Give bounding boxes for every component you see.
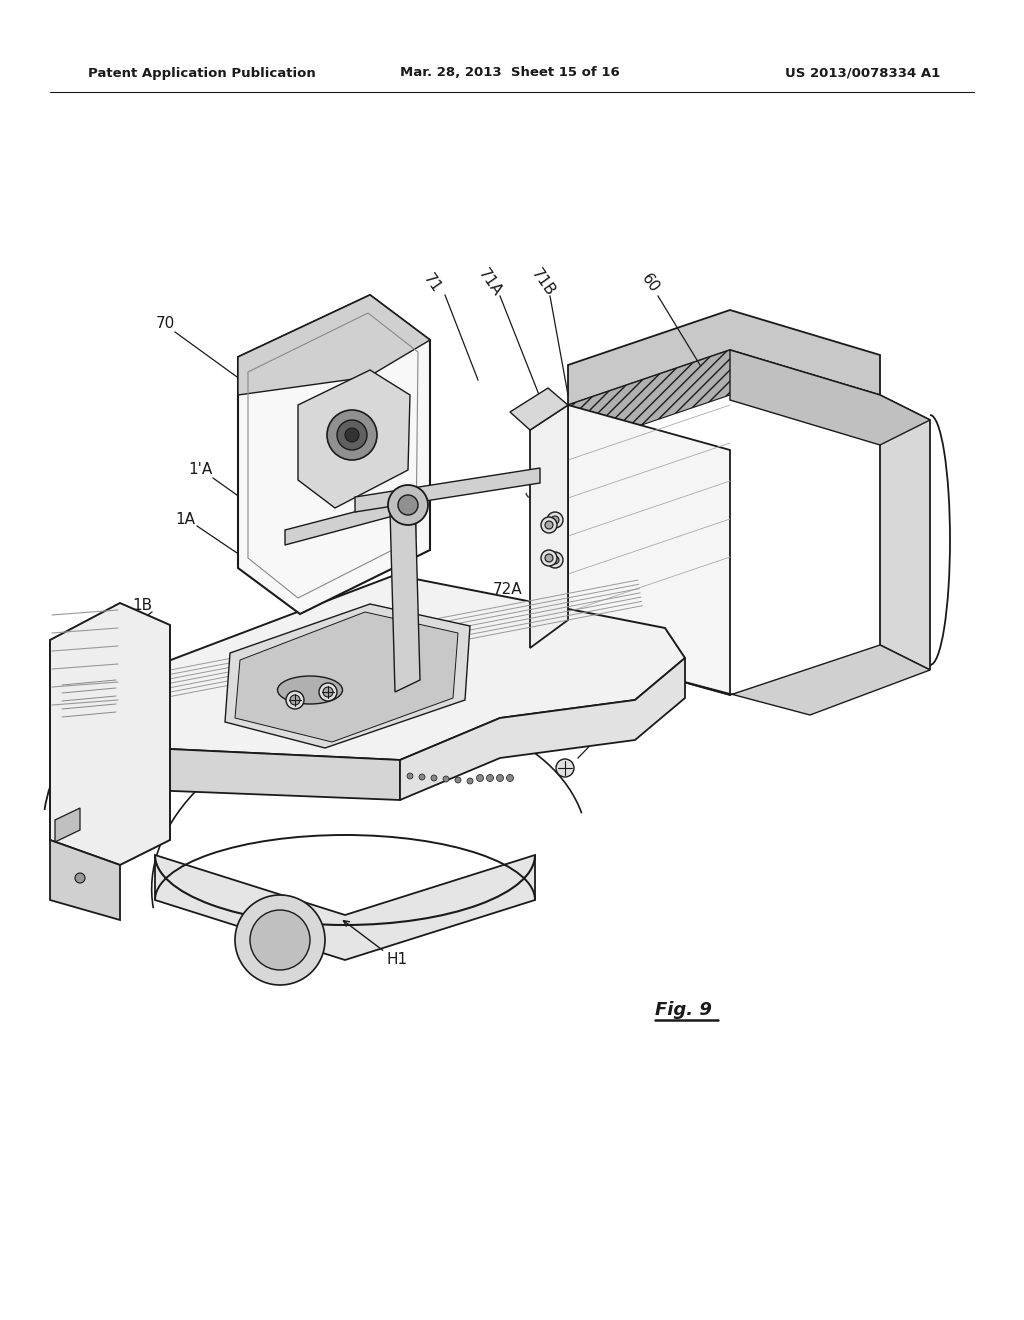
Polygon shape	[118, 576, 685, 760]
Circle shape	[337, 420, 367, 450]
Circle shape	[75, 873, 85, 883]
Text: US 2013/0078334 A1: US 2013/0078334 A1	[784, 66, 940, 79]
Circle shape	[286, 690, 304, 709]
Circle shape	[551, 516, 559, 524]
Circle shape	[250, 909, 310, 970]
Circle shape	[443, 776, 449, 781]
Circle shape	[388, 484, 428, 525]
Circle shape	[323, 686, 333, 697]
Text: 70: 70	[156, 315, 175, 330]
Circle shape	[327, 411, 377, 459]
Circle shape	[556, 759, 574, 777]
Polygon shape	[55, 808, 80, 842]
Circle shape	[398, 495, 418, 515]
Text: 72A: 72A	[494, 582, 523, 598]
Circle shape	[290, 696, 300, 705]
Polygon shape	[238, 294, 430, 395]
Circle shape	[234, 895, 325, 985]
Circle shape	[486, 775, 494, 781]
Polygon shape	[880, 395, 930, 671]
Polygon shape	[568, 645, 930, 715]
Text: Patent Application Publication: Patent Application Publication	[88, 66, 315, 79]
Text: 73: 73	[598, 656, 617, 671]
Polygon shape	[400, 657, 685, 800]
Text: 1A: 1A	[175, 512, 195, 528]
Polygon shape	[730, 350, 930, 445]
Polygon shape	[238, 294, 430, 614]
Circle shape	[455, 777, 461, 783]
Text: 74: 74	[387, 433, 407, 447]
Polygon shape	[155, 855, 535, 960]
Polygon shape	[568, 405, 730, 696]
Circle shape	[467, 777, 473, 784]
Circle shape	[545, 554, 553, 562]
Polygon shape	[225, 605, 470, 748]
Text: Mar. 28, 2013  Sheet 15 of 16: Mar. 28, 2013 Sheet 15 of 16	[400, 66, 620, 79]
Circle shape	[345, 428, 359, 442]
Circle shape	[541, 517, 557, 533]
Text: 72: 72	[490, 627, 510, 643]
Circle shape	[541, 550, 557, 566]
Text: 1'B: 1'B	[86, 847, 111, 862]
Polygon shape	[530, 405, 568, 648]
Text: 71B: 71B	[528, 267, 558, 300]
Polygon shape	[285, 498, 408, 545]
Polygon shape	[234, 612, 458, 742]
Polygon shape	[355, 469, 540, 512]
Circle shape	[497, 775, 504, 781]
Circle shape	[507, 775, 513, 781]
Text: 1B: 1B	[132, 598, 152, 612]
Polygon shape	[298, 370, 410, 508]
Text: 73: 73	[550, 685, 569, 701]
Polygon shape	[57, 719, 118, 788]
Circle shape	[547, 512, 563, 528]
Circle shape	[545, 521, 553, 529]
Polygon shape	[568, 350, 880, 450]
Text: 60: 60	[638, 271, 662, 296]
Polygon shape	[510, 388, 568, 430]
Text: H1: H1	[386, 953, 408, 968]
Text: Fig. 9: Fig. 9	[655, 1001, 712, 1019]
Circle shape	[431, 775, 437, 781]
Text: 71: 71	[420, 271, 443, 296]
Text: 31: 31	[520, 486, 544, 511]
Circle shape	[551, 556, 559, 564]
Polygon shape	[60, 680, 118, 744]
Circle shape	[419, 774, 425, 780]
Text: 31: 31	[263, 648, 283, 663]
Polygon shape	[568, 310, 880, 405]
Text: 71A: 71A	[475, 267, 505, 300]
Circle shape	[547, 552, 563, 568]
Text: 200: 200	[603, 713, 633, 727]
Polygon shape	[50, 840, 120, 920]
Circle shape	[407, 774, 413, 779]
Polygon shape	[50, 603, 170, 865]
Text: 74: 74	[371, 593, 389, 607]
Ellipse shape	[278, 676, 342, 704]
Text: 1'A: 1'A	[187, 462, 212, 478]
Polygon shape	[390, 498, 420, 692]
Circle shape	[476, 775, 483, 781]
Polygon shape	[115, 719, 400, 800]
Circle shape	[319, 682, 337, 701]
